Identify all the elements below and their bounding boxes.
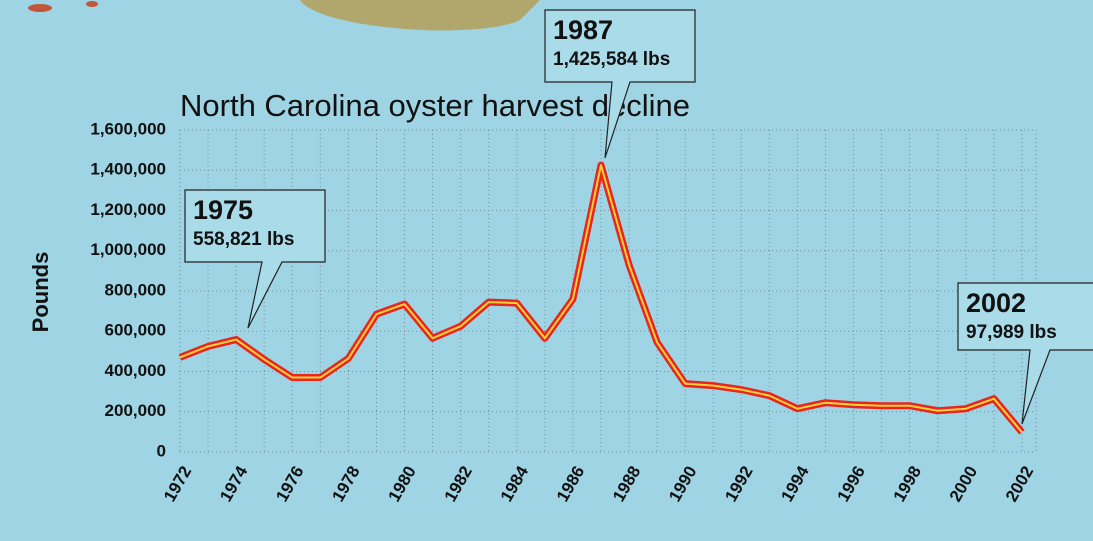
callout-year: 2002 bbox=[966, 288, 1026, 318]
y-tick-label: 0 bbox=[157, 441, 166, 460]
x-tick-label: 2000 bbox=[946, 463, 981, 505]
callout-value: 558,821 lbs bbox=[193, 229, 294, 250]
y-tick-label: 600,000 bbox=[105, 321, 166, 340]
x-tick-label: 1972 bbox=[160, 463, 195, 505]
x-tick-label: 1998 bbox=[890, 463, 925, 505]
callout-year: 1987 bbox=[553, 15, 613, 45]
y-tick-label: 1,200,000 bbox=[90, 200, 166, 219]
x-tick-label: 1974 bbox=[216, 462, 252, 505]
x-tick-label: 1988 bbox=[609, 463, 644, 505]
island-decoration bbox=[300, 0, 540, 30]
y-axis-label: Pounds bbox=[28, 252, 53, 333]
x-tick-label: 2002 bbox=[1002, 463, 1037, 505]
decoration bbox=[28, 4, 52, 12]
y-tick-label: 200,000 bbox=[105, 401, 166, 420]
y-tick-label: 1,400,000 bbox=[90, 160, 166, 179]
y-tick-label: 800,000 bbox=[105, 280, 166, 299]
y-tick-label: 1,000,000 bbox=[90, 240, 166, 259]
x-tick-label: 1996 bbox=[834, 463, 869, 505]
x-tick-label: 1990 bbox=[665, 463, 700, 505]
page: {"chart_data": {"type": "line", "title":… bbox=[0, 0, 1093, 541]
chart: North Carolina oyster harvest decline Po… bbox=[0, 0, 1093, 541]
x-tick-label: 1976 bbox=[272, 463, 307, 505]
x-tick-label: 1984 bbox=[497, 462, 533, 505]
callout-value: 1,425,584 lbs bbox=[553, 49, 670, 70]
callout-year: 1975 bbox=[193, 195, 253, 225]
x-tick-label: 1994 bbox=[777, 462, 813, 505]
x-tick-label: 1980 bbox=[385, 463, 420, 505]
callout-value: 97,989 lbs bbox=[966, 322, 1057, 343]
x-tick-label: 1986 bbox=[553, 463, 588, 505]
x-tick-label: 1992 bbox=[721, 463, 756, 505]
x-tick-label: 1982 bbox=[441, 463, 476, 505]
y-tick-label: 1,600,000 bbox=[90, 119, 166, 138]
x-tick-label: 1978 bbox=[328, 463, 363, 505]
decoration bbox=[86, 1, 98, 7]
y-tick-label: 400,000 bbox=[105, 361, 166, 380]
